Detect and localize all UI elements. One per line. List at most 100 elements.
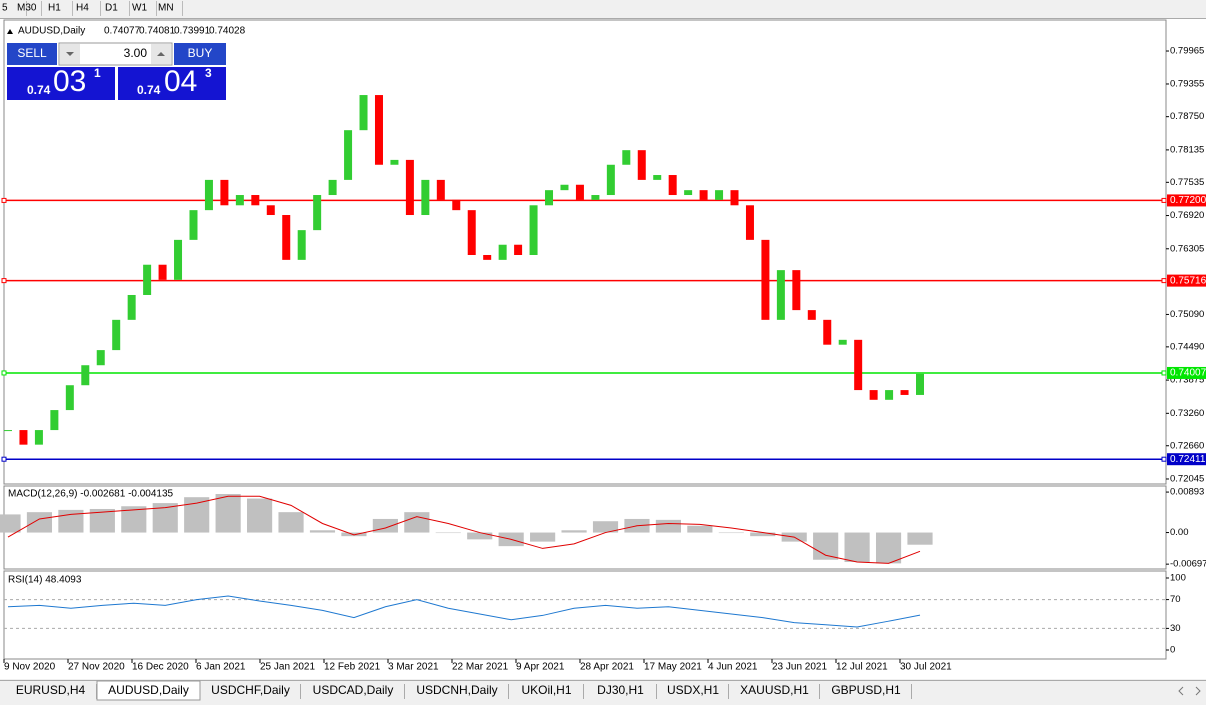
candle <box>158 264 167 280</box>
tab[interactable]: USDCAD,Daily <box>313 683 394 697</box>
buy-button[interactable] <box>174 43 226 65</box>
candle <box>575 184 584 200</box>
level-handle <box>1161 197 1167 203</box>
candle <box>313 195 322 231</box>
candle <box>916 373 924 395</box>
timeframe-button[interactable]: D1 <box>105 3 118 14</box>
tab[interactable]: USDCNH,Daily <box>416 683 497 697</box>
rsi-pane <box>3 570 1167 660</box>
tab[interactable]: DJ30,H1 <box>597 683 644 697</box>
macd-bar <box>89 508 115 533</box>
main-pane <box>3 19 1167 485</box>
ohlc-low: 0.73991 <box>174 26 211 37</box>
date-label: 23 Jun 2021 <box>772 662 827 673</box>
tab[interactable]: UKOil,H1 <box>521 683 571 697</box>
candle <box>823 319 832 345</box>
date-label: 17 May 2021 <box>644 662 702 673</box>
candle <box>761 239 770 320</box>
date-label: 4 Jun 2021 <box>708 662 758 673</box>
tab[interactable]: XAUUSD,H1 <box>740 683 809 697</box>
date-label: 12 Feb 2021 <box>324 662 381 673</box>
candle <box>514 244 523 255</box>
candle <box>344 130 353 180</box>
candle <box>390 159 399 165</box>
timeframe-button[interactable]: H1 <box>48 3 61 14</box>
level-price-box <box>1167 453 1206 466</box>
y-tick-label: 0.75090 <box>1170 309 1204 320</box>
ask-pips: 04 <box>164 65 197 98</box>
y-tick-label: 0.72045 <box>1170 473 1204 484</box>
candle <box>282 215 291 260</box>
candle <box>436 179 445 200</box>
sell-button[interactable] <box>7 43 57 65</box>
tab[interactable]: GBPUSD,H1 <box>831 683 901 697</box>
candle <box>885 390 894 400</box>
candle <box>405 159 414 216</box>
candle <box>606 164 615 196</box>
level-price-label: 0.72411 <box>1170 454 1206 465</box>
candle <box>545 190 554 206</box>
candle <box>792 270 801 311</box>
timeframe-button[interactable]: M30 <box>17 3 37 14</box>
tab[interactable]: USDX,H1 <box>667 683 719 697</box>
ask-box[interactable] <box>118 67 226 100</box>
sell-label[interactable]: SELL <box>17 46 47 60</box>
y-tick-label: 0.72660 <box>1170 440 1204 451</box>
ask-point: 3 <box>205 66 212 80</box>
bid-prefix: 0.74 <box>27 83 51 97</box>
timeframe-button[interactable]: 5 <box>2 3 8 14</box>
y-tick-label: 70 <box>1170 594 1181 605</box>
candle <box>745 205 754 240</box>
trade-panel: SELL 3.00 BUY 0.74 03 1 0.74 04 3 <box>7 42 226 100</box>
candle <box>421 179 430 216</box>
buy-label[interactable]: BUY <box>188 46 213 60</box>
collapse-icon[interactable] <box>7 29 13 34</box>
bid-box[interactable] <box>7 67 115 100</box>
candle <box>653 175 662 180</box>
candle <box>251 195 260 206</box>
tab[interactable]: EURUSD,H4 <box>16 683 86 697</box>
macd-bar <box>655 519 681 533</box>
date-label: 12 Jul 2021 <box>836 662 888 673</box>
level-price-box <box>1167 274 1206 287</box>
ask-prefix: 0.74 <box>137 83 161 97</box>
active-tab[interactable] <box>96 680 201 701</box>
candle <box>50 410 59 431</box>
lot-value[interactable]: 3.00 <box>124 46 148 60</box>
macd-bar <box>718 532 744 534</box>
level-price-label: 0.75716 <box>1170 275 1206 286</box>
candle <box>637 150 646 180</box>
candle <box>699 190 708 200</box>
y-tick-label: 0.79965 <box>1170 46 1204 57</box>
lot-input[interactable] <box>58 42 173 66</box>
date-label: 22 Mar 2021 <box>452 662 509 673</box>
candle <box>4 430 12 432</box>
timeframe-button[interactable]: W1 <box>132 3 147 14</box>
y-tick-label: 0.00893 <box>1170 487 1204 498</box>
candle <box>776 270 785 320</box>
y-tick-label: 0.74490 <box>1170 341 1204 352</box>
candle <box>622 150 631 165</box>
level-price-label: 0.77200 <box>1170 195 1206 206</box>
scroll-right[interactable] <box>1195 686 1201 696</box>
macd-bar <box>435 532 461 534</box>
level-handle <box>1161 456 1167 462</box>
tab[interactable]: USDCHF,Daily <box>211 683 290 697</box>
candle <box>266 205 275 216</box>
tab[interactable]: AUDUSD,Daily <box>108 683 189 697</box>
candle <box>854 339 863 391</box>
level-handle <box>1161 278 1167 284</box>
y-tick-label: 0.78750 <box>1170 111 1204 122</box>
candle <box>374 95 383 165</box>
macd-title: MACD(12,26,9) -0.002681 -0.004135 <box>8 489 174 500</box>
candle <box>220 179 229 206</box>
up-arrow <box>157 52 165 56</box>
macd-bar <box>844 532 870 563</box>
candle <box>359 95 368 131</box>
y-tick-label: 30 <box>1170 623 1181 634</box>
timeframe-button[interactable]: MN <box>158 3 174 14</box>
macd-signal <box>7 495 921 564</box>
level-price-box <box>1167 366 1206 379</box>
timeframe-button[interactable]: H4 <box>76 3 89 14</box>
scroll-left[interactable] <box>1178 686 1184 696</box>
